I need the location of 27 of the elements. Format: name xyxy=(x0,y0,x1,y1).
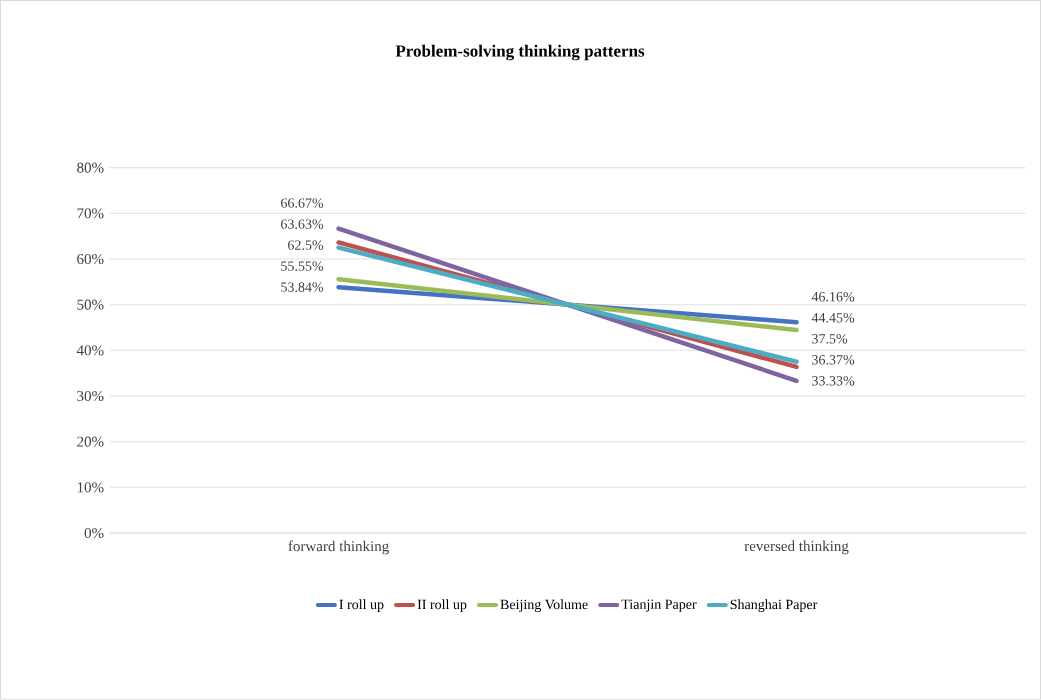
legend-label: Beijing Volume xyxy=(500,599,588,613)
y-tick-label: 10% xyxy=(77,482,104,493)
data-label: 44.45% xyxy=(811,313,855,323)
legend-label: I roll up xyxy=(339,599,384,613)
data-label: 33.33% xyxy=(812,376,855,386)
y-tick-label: 70% xyxy=(77,208,104,219)
data-label: 55.55% xyxy=(281,261,324,272)
x-tick-label: reversed thinking xyxy=(744,540,849,555)
y-tick-label: 30% xyxy=(77,391,104,402)
legend-label: Shanghai Paper xyxy=(730,599,818,613)
y-tick-label: 50% xyxy=(77,299,104,310)
data-label: 66.67% xyxy=(281,198,324,209)
data-label: 63.63% xyxy=(281,219,324,230)
y-tick-label: 20% xyxy=(77,436,104,447)
legend-label: Tianjin Paper xyxy=(621,599,697,612)
y-tick-label: 60% xyxy=(77,254,104,265)
data-label: 37.5% xyxy=(812,334,848,344)
data-label: 46.16% xyxy=(811,292,855,302)
y-tick-label: 0% xyxy=(84,528,104,539)
y-tick-label: 80% xyxy=(77,162,104,173)
data-label: 36.37% xyxy=(812,355,855,365)
data-label: 53.84% xyxy=(281,282,324,293)
legend-label: II roll up xyxy=(417,599,467,613)
chart-title: Problem-solving thinking patterns xyxy=(395,44,645,61)
y-tick-label: 40% xyxy=(76,345,104,356)
data-label: 62.5% xyxy=(288,240,324,251)
x-tick-label: forward thinking xyxy=(288,540,389,555)
